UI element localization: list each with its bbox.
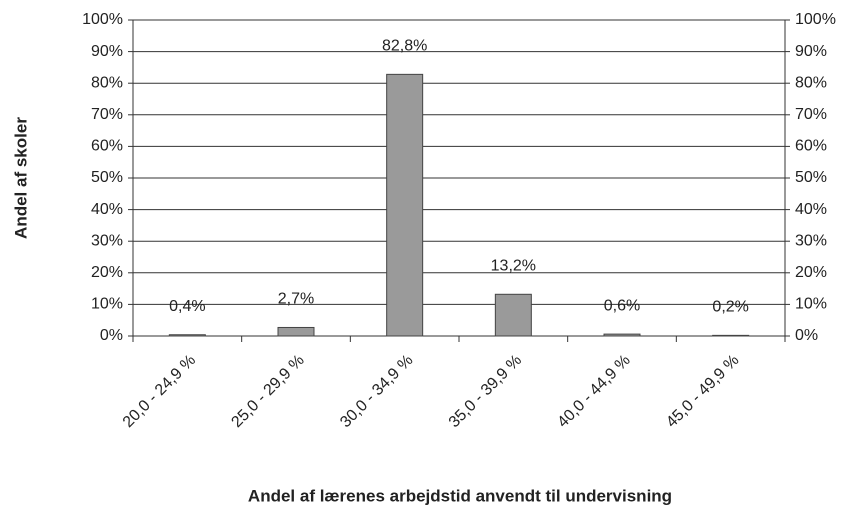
y-tick-label: 40%	[91, 201, 123, 218]
bar	[603, 333, 641, 337]
y2-tick-label: 90%	[795, 43, 827, 60]
x-tick-label: 40,0 - 44,9 %	[554, 352, 633, 431]
y-tick-label: 20%	[91, 264, 123, 281]
data-label: 0,2%	[712, 299, 748, 316]
y-tick-label: 60%	[91, 138, 123, 155]
x-axis-title: Andel af lærenes arbejdstid anvendt til …	[248, 486, 672, 505]
data-label: 82,8%	[382, 38, 427, 55]
y2-tick-label: 40%	[795, 201, 827, 218]
bar	[168, 334, 206, 337]
y2-tick-label: 100%	[795, 11, 836, 28]
y-tick-label: 80%	[91, 74, 123, 91]
x-tick-label: 35,0 - 39,9 %	[446, 352, 525, 431]
bar	[712, 334, 750, 337]
x-tick-label: 45,0 - 49,9 %	[663, 352, 742, 431]
y2-tick-label: 0%	[795, 327, 818, 344]
data-label: 2,7%	[278, 291, 314, 308]
y-tick-label: 70%	[91, 106, 123, 123]
data-label: 13,2%	[491, 258, 536, 275]
y-tick-label: 10%	[91, 296, 123, 313]
y-tick-label: 30%	[91, 232, 123, 249]
y-tick-label: 90%	[91, 43, 123, 60]
y2-tick-label: 50%	[795, 169, 827, 186]
data-label: 0,6%	[604, 297, 640, 314]
y2-tick-label: 60%	[795, 138, 827, 155]
y2-tick-label: 80%	[795, 74, 827, 91]
y-tick-label: 50%	[91, 169, 123, 186]
y-tick-label: 0%	[100, 327, 123, 344]
y2-tick-label: 70%	[795, 106, 827, 123]
y2-tick-label: 10%	[795, 296, 827, 313]
bar	[386, 73, 424, 337]
y-axis-title: Andel af skoler	[11, 117, 30, 239]
y-tick-label: 100%	[82, 11, 123, 28]
x-tick-label: 20,0 - 24,9 %	[120, 352, 199, 431]
bar	[277, 326, 315, 337]
data-label: 0,4%	[169, 298, 205, 315]
y2-tick-label: 20%	[795, 264, 827, 281]
x-tick-label: 25,0 - 29,9 %	[228, 352, 307, 431]
bar	[494, 293, 532, 337]
y2-tick-label: 30%	[795, 232, 827, 249]
x-tick-label: 30,0 - 34,9 %	[337, 352, 416, 431]
